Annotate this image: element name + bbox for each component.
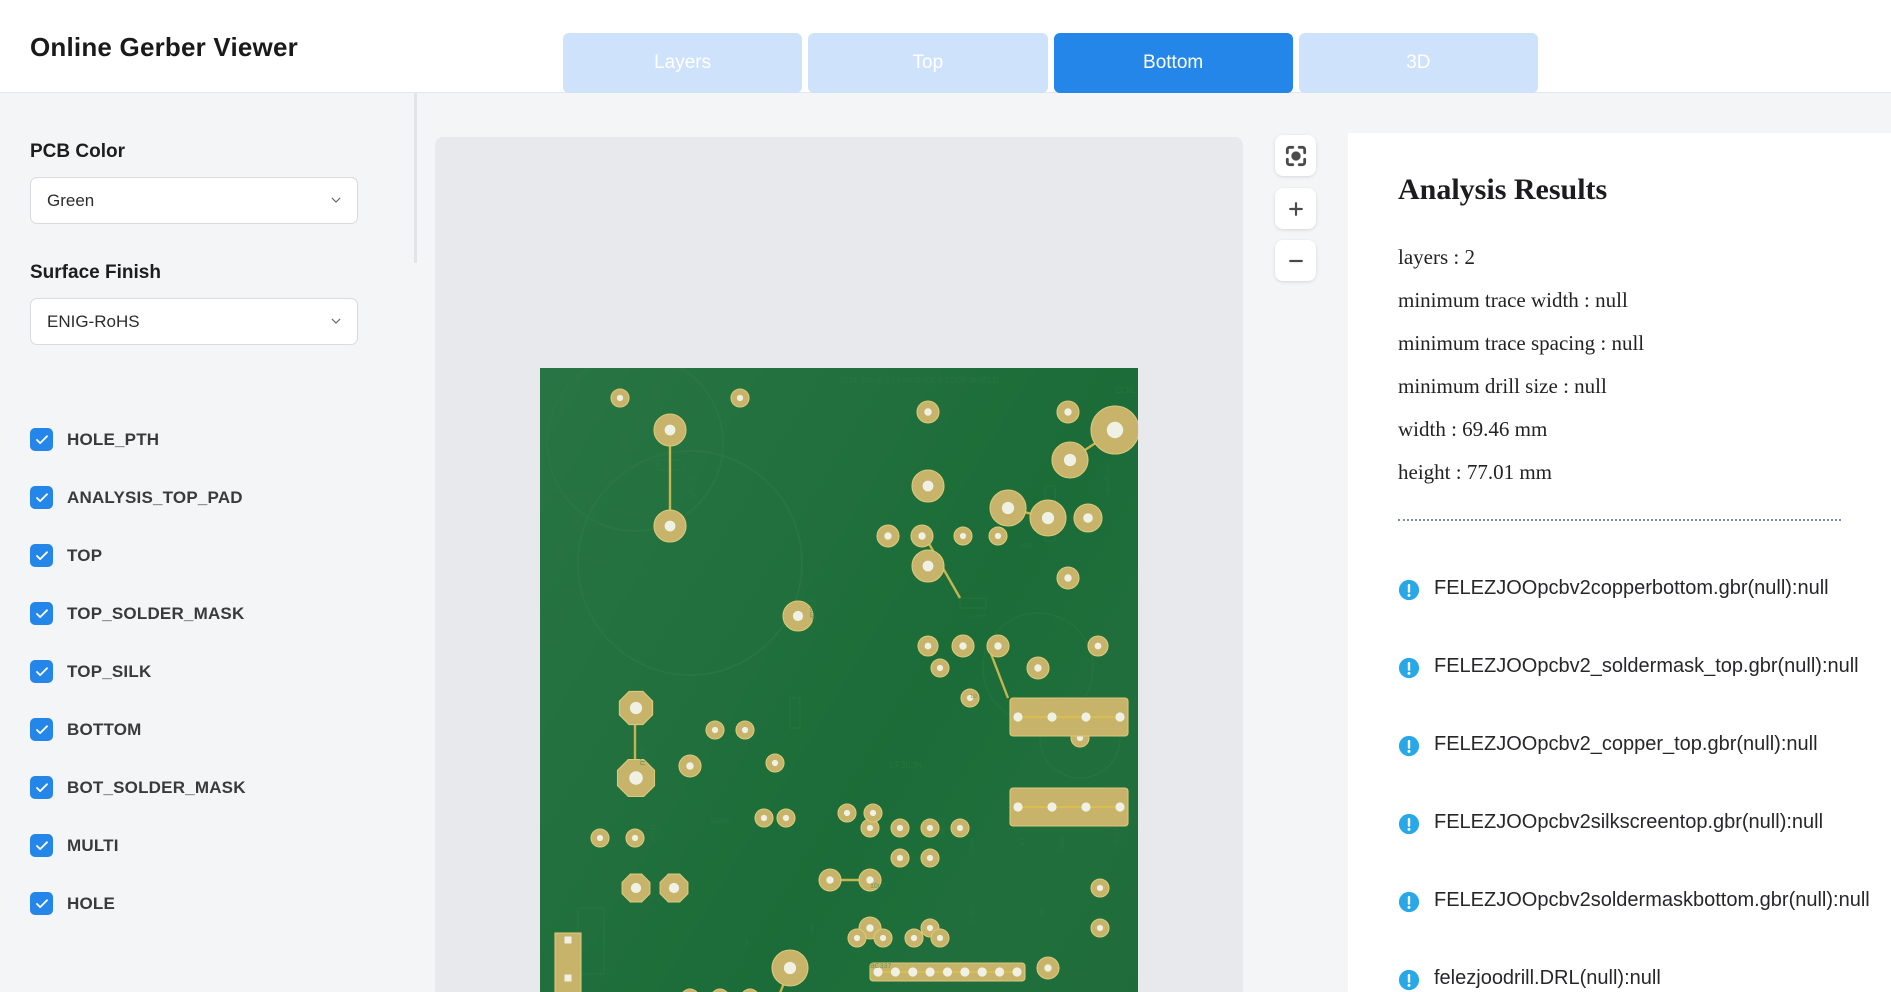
svg-text:COIL: COIL xyxy=(1115,385,1136,395)
svg-text:25KU: 25KU xyxy=(638,748,645,766)
svg-text:10nF: 10nF xyxy=(870,883,886,890)
svg-text:470uF: 470uF xyxy=(648,823,655,843)
svg-text:BC337: BC337 xyxy=(870,963,892,970)
svg-text:100nF: 100nF xyxy=(710,818,730,825)
svg-text:100: 100 xyxy=(1020,543,1032,550)
svg-text:4K: 4K xyxy=(743,938,749,945)
svg-text:LF353N: LF353N xyxy=(890,760,922,770)
svg-text:HIGH: HIGH xyxy=(968,838,974,853)
svg-text:100nF: 100nF xyxy=(1113,828,1119,845)
svg-text:470uF: 470uF xyxy=(808,598,817,621)
svg-text:4K: 4K xyxy=(938,828,944,835)
svg-text:GND: GND xyxy=(1058,838,1064,852)
svg-text:10: 10 xyxy=(970,694,977,700)
svg-text:470uF: 470uF xyxy=(688,476,697,499)
svg-text:1K: 1K xyxy=(1018,838,1024,845)
svg-text:COIL 350uF/1 OHM/SPIDER LOOP: COIL 350uF/1 OHM/SPIDER LOOP SHIELD xyxy=(840,376,999,385)
svg-text:SX-WM4X: SX-WM4X xyxy=(1103,463,1110,496)
svg-text:LEFT: LEFT xyxy=(968,908,974,923)
svg-text:100nF: 100nF xyxy=(970,614,987,620)
svg-text:22K: 22K xyxy=(808,923,814,934)
svg-text:10K: 10K xyxy=(1038,908,1044,919)
